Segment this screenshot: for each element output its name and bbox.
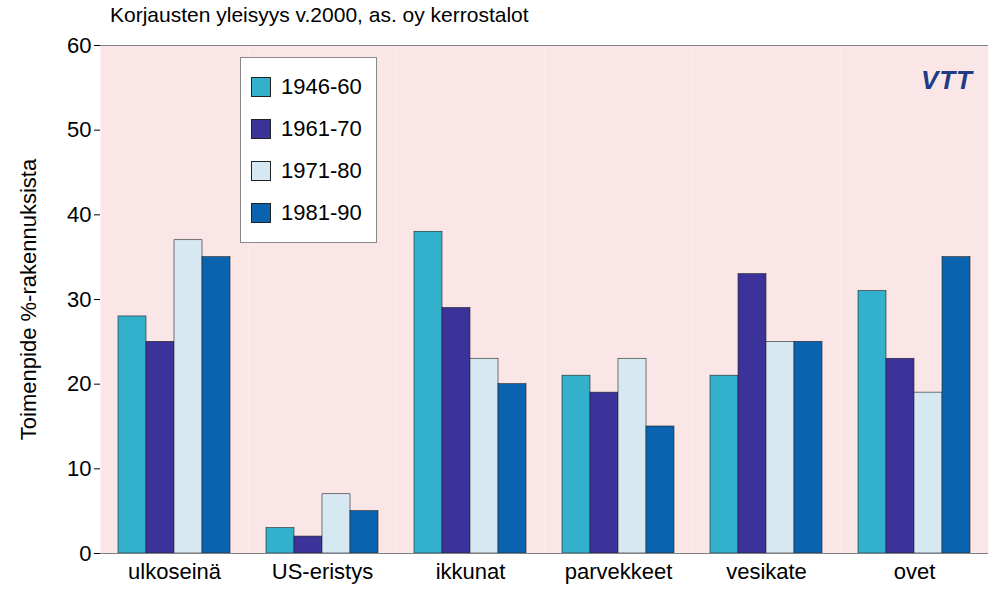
svg-text:vesikate: vesikate xyxy=(726,559,807,584)
svg-text:50: 50 xyxy=(67,117,91,142)
svg-text:ovet: ovet xyxy=(894,559,936,584)
svg-text:Toimenpide %-rakennuksista: Toimenpide %-rakennuksista xyxy=(16,158,41,440)
svg-text:60: 60 xyxy=(67,33,91,58)
html-text:1981-90: 1981-90 xyxy=(281,200,362,225)
svg-text:ikkunat: ikkunat xyxy=(436,559,506,584)
html-text:1961-70: 1961-70 xyxy=(281,116,362,141)
svg-text:30: 30 xyxy=(67,287,91,312)
html-text:1971-80: 1971-80 xyxy=(281,158,362,183)
svg-text:parvekkeet: parvekkeet xyxy=(565,559,673,584)
svg-text:US-eristys: US-eristys xyxy=(272,559,373,584)
svg-text:20: 20 xyxy=(67,371,91,396)
svg-text:0: 0 xyxy=(79,541,91,566)
html-text:Korjausten yleisyys v.2000, as: Korjausten yleisyys v.2000, as. oy kerro… xyxy=(110,3,529,26)
html-text:VTT: VTT xyxy=(920,65,973,95)
svg-text:10: 10 xyxy=(67,456,91,481)
svg-text:ulkoseinä: ulkoseinä xyxy=(128,559,222,584)
html-text:1946-60: 1946-60 xyxy=(281,74,362,99)
svg-text:40: 40 xyxy=(67,202,91,227)
